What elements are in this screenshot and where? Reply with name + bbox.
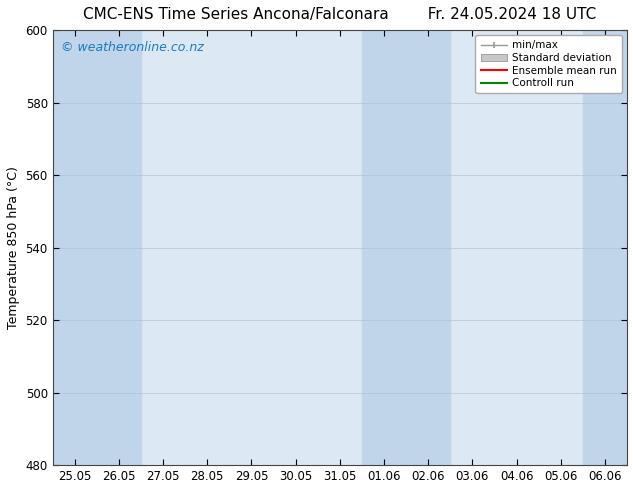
Text: © weatheronline.co.nz: © weatheronline.co.nz — [61, 41, 204, 54]
Bar — [362, 30, 406, 465]
Bar — [97, 30, 141, 465]
Y-axis label: Temperature 850 hPa (°C): Temperature 850 hPa (°C) — [7, 166, 20, 329]
Bar — [406, 30, 450, 465]
Bar — [583, 30, 627, 465]
Bar — [53, 30, 97, 465]
Title: CMC-ENS Time Series Ancona/Falconara        Fr. 24.05.2024 18 UTC: CMC-ENS Time Series Ancona/Falconara Fr.… — [83, 7, 597, 22]
Legend: min/max, Standard deviation, Ensemble mean run, Controll run: min/max, Standard deviation, Ensemble me… — [476, 35, 622, 94]
